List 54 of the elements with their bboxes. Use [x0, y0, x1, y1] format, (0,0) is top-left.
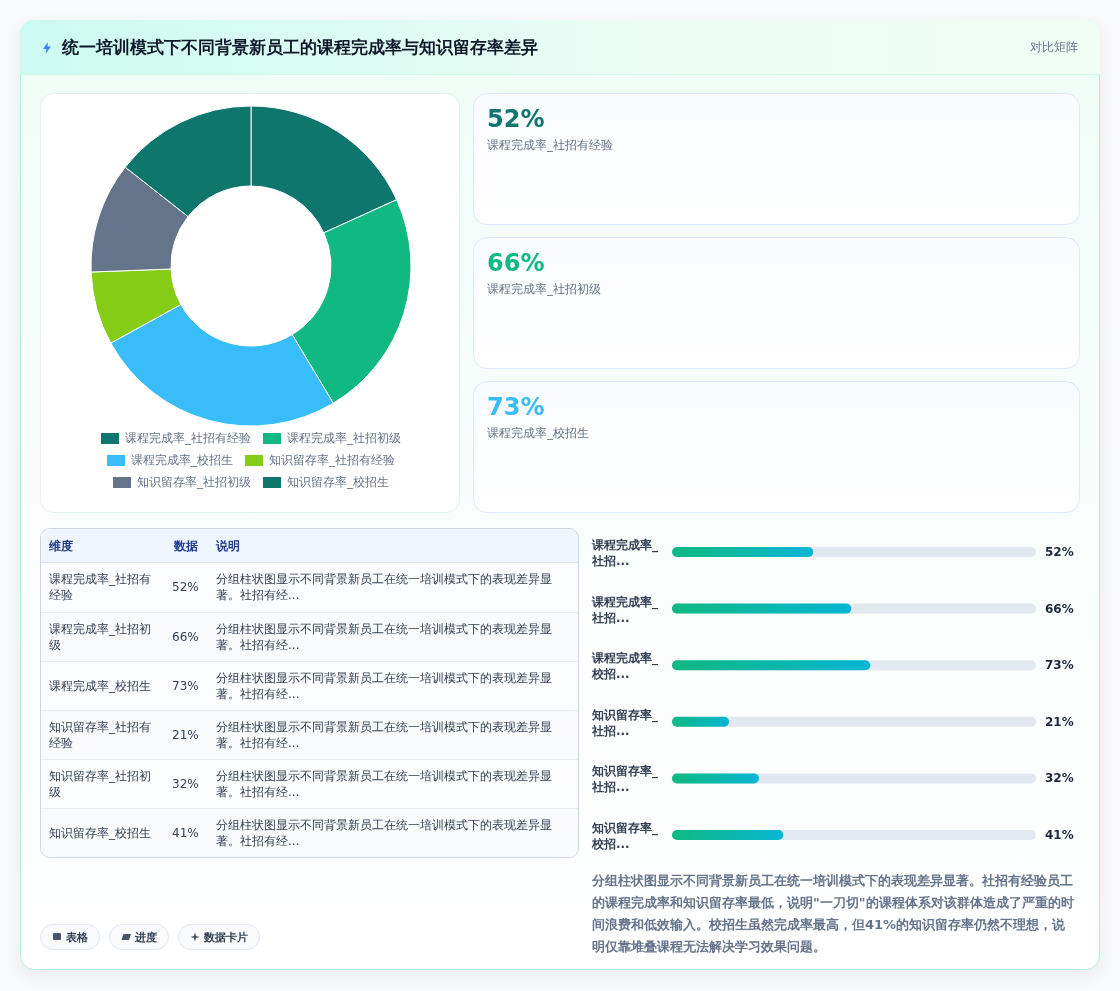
text: 对比矩阵 [1030, 39, 1078, 55]
text: 统一培训模式下不同背景新员工的课程完成率与知识留存率差异 [62, 36, 538, 58]
category-label: 知识留存率_校招... [592, 821, 658, 851]
data-label: 66% [171, 628, 200, 646]
data-label: 32% [171, 775, 200, 793]
category-label: 课程完成率_社招... [592, 538, 658, 568]
text: 分组柱状图显示不同背景新员工在统一培训模式下的表现差异显著。社招有经... [215, 816, 553, 850]
text: 说明 [215, 538, 241, 555]
data-label: 52% [171, 579, 200, 597]
category-label: 知识留存率_社招... [592, 707, 658, 738]
category-label: 课程完成率_校招... [592, 651, 658, 682]
text: 数据卡片 [204, 929, 248, 945]
legend-label: 课程完成率_校招生 [131, 452, 233, 469]
category-label: 课程完成率_社招有经验 [48, 571, 152, 605]
legend-label: 知识留存率_社招初级 [137, 474, 251, 491]
bar [672, 716, 730, 727]
data-label: 21% [171, 726, 200, 744]
text: 数据 [173, 538, 199, 555]
data-label: 52% [487, 104, 545, 134]
data-label: 73% [171, 677, 200, 695]
data-label: 41% [171, 824, 200, 842]
text: 表格 [66, 929, 88, 945]
category-label: 知识留存率_社招... [592, 764, 658, 795]
legend-label: 课程完成率_社招初级 [287, 430, 401, 447]
text: 分组柱状图显示不同背景新员工在统一培训模式下的表现差异显著。社招有经... [215, 620, 553, 654]
category-label: 课程完成率_校招生 [487, 425, 589, 441]
bar [672, 773, 759, 784]
category-label: 知识留存率_社招有经验 [48, 718, 152, 752]
text: 进度 [135, 929, 157, 945]
bar [672, 830, 784, 840]
legend-label: 课程完成率_社招有经验 [125, 430, 251, 447]
text: 分组柱状图显示不同背景新员工在统一培训模式下的表现差异显著。社招有经... [215, 669, 553, 703]
data-label: 66% [487, 248, 545, 278]
category-label: 课程完成率_校招生 [48, 677, 152, 695]
data-label: 21% [1045, 714, 1074, 729]
data-label: 73% [487, 392, 545, 422]
category-label: 课程完成率_社招初级 [487, 281, 601, 297]
text: 分组柱状图显示不同背景新员工在统一培训模式下的表现差异显著。社招有经... [215, 718, 553, 752]
category-label: 课程完成率_社招... [592, 594, 658, 625]
data-label: 32% [1045, 771, 1074, 786]
category-label: 课程完成率_社招初级 [48, 620, 152, 654]
data-label: 73% [1045, 658, 1074, 673]
category-label: 知识留存率_校招生 [48, 824, 152, 842]
category-label: 知识留存率_社招初级 [48, 767, 152, 801]
data-label: 52% [1045, 545, 1074, 559]
data-label: 66% [1045, 601, 1074, 616]
category-label: 课程完成率_社招有经验 [487, 137, 613, 153]
text: 分组柱状图显示不同背景新员工在统一培训模式下的表现差异显著。社招有经验员工的课程完成率和知识留存率最低，说明"一刀切"的课程体系对该群体造成了严重的时间浪费和低效输入。校招生虽然完成率最高，但41%的知识留存率仍然不理想，说明仅靠堆叠课程无法解决学习效果问题。 [592, 872, 1075, 956]
legend-label: 知识留存率_社招有经验 [269, 452, 395, 469]
text: 分组柱状图显示不同背景新员工在统一培训模式下的表现差异显著。社招有经... [215, 767, 553, 801]
text: 分组柱状图显示不同背景新员工在统一培训模式下的表现差异显著。社招有经... [215, 571, 553, 605]
data-label: 41% [1045, 828, 1074, 842]
legend-label: 知识留存率_校招生 [287, 474, 389, 491]
text: 维度 [48, 538, 74, 555]
